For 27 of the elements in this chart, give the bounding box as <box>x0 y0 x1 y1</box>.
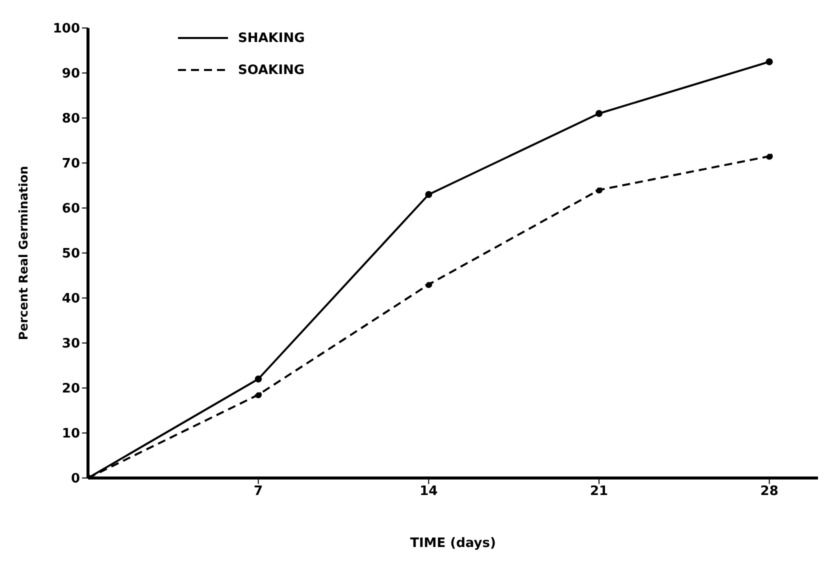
y-axis-title: Percent Real Germination <box>16 166 30 340</box>
x-tick-label: 14 <box>420 484 438 500</box>
point <box>425 191 432 198</box>
y-tick-label: 60 <box>62 202 80 217</box>
point <box>596 186 602 194</box>
y-tick-label: 40 <box>62 292 80 307</box>
point <box>425 281 432 288</box>
y-tick-label: 10 <box>62 426 80 442</box>
y-tick-label: 20 <box>62 382 80 397</box>
x-tick-label: 28 <box>760 484 778 500</box>
y-tick-label: 50 <box>62 246 80 262</box>
y-tick-label: 70 <box>62 156 80 172</box>
y-tick-label: 100 <box>52 22 80 37</box>
point <box>766 152 773 160</box>
x-tick-label: 7 <box>254 484 263 500</box>
point <box>766 58 773 66</box>
y-tick-label: 30 <box>62 336 80 352</box>
point <box>254 376 262 382</box>
x-axis-title: TIME (days) <box>410 536 496 552</box>
legend-label: SOAKING <box>238 62 305 78</box>
legend-label: SHAKING <box>238 30 305 46</box>
point <box>596 110 602 117</box>
y-tick-label: 80 <box>62 112 80 127</box>
x-tick-label: 21 <box>590 484 608 500</box>
y-tick-label: 0 <box>70 472 80 487</box>
point <box>254 391 262 398</box>
y-tick-label: 90 <box>62 66 80 82</box>
